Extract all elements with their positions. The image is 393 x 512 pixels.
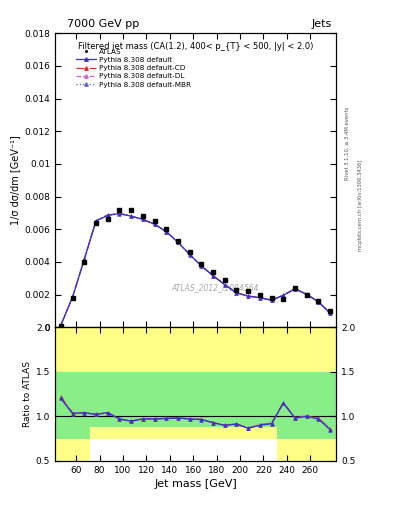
Y-axis label: Ratio to ATLAS: Ratio to ATLAS xyxy=(23,361,31,427)
Text: Filtered jet mass (CA(1.2), 400< p_{T} < 500, |y| < 2.0): Filtered jet mass (CA(1.2), 400< p_{T} <… xyxy=(78,42,313,51)
Legend: ATLAS, Pythia 8.308 default, Pythia 8.308 default-CD, Pythia 8.308 default-DL, P: ATLAS, Pythia 8.308 default, Pythia 8.30… xyxy=(73,46,194,91)
Text: Jets: Jets xyxy=(312,19,332,29)
Text: 7000 GeV pp: 7000 GeV pp xyxy=(67,19,139,29)
Y-axis label: 1/σ dσ/dm [GeV⁻¹]: 1/σ dσ/dm [GeV⁻¹] xyxy=(10,135,20,225)
Text: ATLAS_2012_I1094564: ATLAS_2012_I1094564 xyxy=(171,283,259,292)
Text: Rivet 3.1.10, ≥ 3.4M events: Rivet 3.1.10, ≥ 3.4M events xyxy=(345,106,350,180)
X-axis label: Jet mass [GeV]: Jet mass [GeV] xyxy=(154,479,237,489)
Text: mcplots.cern.ch [arXiv:1306.3436]: mcplots.cern.ch [arXiv:1306.3436] xyxy=(358,159,363,250)
